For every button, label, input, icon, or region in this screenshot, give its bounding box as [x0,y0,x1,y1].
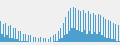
Bar [79,31,80,42]
Bar [113,22,114,42]
Bar [19,40,20,42]
Bar [6,35,7,42]
Bar [117,25,119,42]
Bar [111,39,113,42]
Bar [12,28,14,42]
Bar [24,41,25,42]
Bar [96,34,97,42]
Bar [94,32,95,42]
Bar [80,11,81,42]
Bar [48,39,49,42]
Bar [3,24,4,42]
Bar [56,40,57,42]
Bar [60,28,61,42]
Bar [109,38,110,42]
Bar [76,30,78,42]
Bar [65,17,66,42]
Bar [50,37,51,42]
Bar [90,14,91,42]
Bar [83,10,84,42]
Bar [7,26,9,42]
Bar [26,41,27,42]
Bar [95,15,96,42]
Bar [104,37,105,42]
Bar [108,20,109,42]
Bar [4,37,5,42]
Bar [115,24,116,42]
Bar [71,28,72,42]
Bar [45,38,46,42]
Bar [23,34,24,42]
Bar [67,11,69,42]
Bar [110,21,111,42]
Bar [97,14,99,42]
Bar [105,19,106,42]
Bar [84,30,85,42]
Bar [20,31,21,42]
Bar [74,28,75,42]
Bar [101,35,102,42]
Bar [1,34,3,42]
Bar [85,13,86,42]
Bar [53,35,54,42]
Bar [87,11,89,42]
Bar [54,41,55,42]
Bar [37,38,39,42]
Bar [89,31,90,42]
Bar [99,32,100,42]
Bar [30,35,31,42]
Bar [69,31,70,42]
Bar [116,40,117,42]
Bar [81,32,83,42]
Bar [78,10,79,42]
Bar [119,40,120,42]
Bar [40,37,41,42]
Bar [5,22,6,42]
Bar [86,34,87,42]
Bar [102,17,104,42]
Bar [11,38,12,42]
Bar [63,22,64,42]
Bar [114,39,115,42]
Bar [61,38,63,42]
Bar [9,38,10,42]
Bar [70,8,71,42]
Bar [25,34,26,42]
Bar [0,21,1,42]
Bar [59,39,60,42]
Bar [14,39,15,42]
Bar [75,8,76,42]
Bar [21,40,23,42]
Bar [27,35,29,42]
Bar [64,35,65,42]
Bar [72,7,74,42]
Bar [16,39,18,42]
Bar [15,28,16,42]
Bar [100,15,101,42]
Bar [33,37,34,42]
Bar [66,34,67,42]
Bar [18,31,19,42]
Bar [42,38,44,42]
Bar [91,34,93,42]
Bar [57,31,59,42]
Bar [106,38,108,42]
Bar [35,37,36,42]
Bar [10,25,11,42]
Bar [93,13,94,42]
Bar [55,34,56,42]
